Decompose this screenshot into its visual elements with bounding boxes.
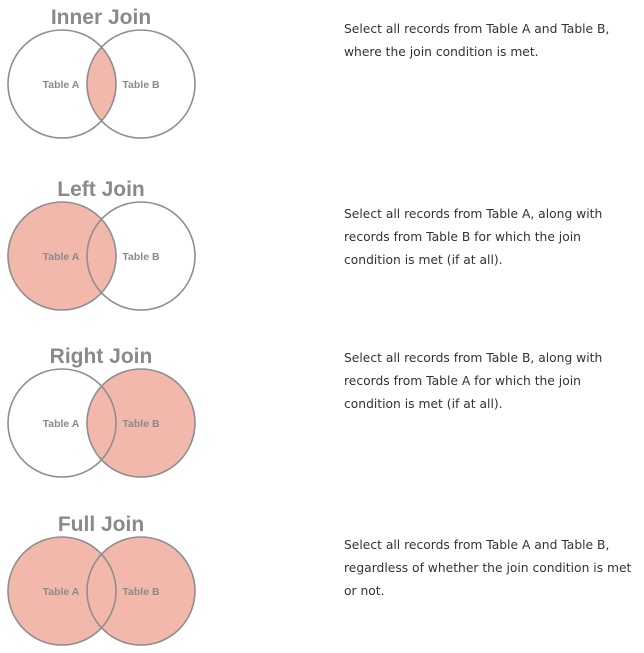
join-diagram-right-join: Right Join Table A Table B — [7, 345, 196, 478]
table-a-fill — [8, 537, 116, 645]
join-title: Inner Join — [51, 6, 151, 29]
table-a-label: Table A — [43, 79, 80, 91]
join-diagram-inner-join: Inner Join Table A Table B — [7, 6, 196, 139]
join-description: Select all records from Table A, along w… — [344, 207, 603, 267]
table-b-circle — [86, 368, 196, 478]
join-title: Right Join — [50, 345, 153, 368]
table-b-circle — [86, 201, 196, 311]
table-b-label: Table B — [122, 418, 160, 430]
table-b-fill — [87, 537, 195, 645]
table-a-circle — [7, 536, 117, 646]
join-diagram-left-join: Left Join Table A Table B — [7, 178, 196, 311]
table-a-label: Table A — [43, 586, 80, 598]
table-a-label: Table A — [43, 418, 80, 430]
join-title: Left Join — [57, 178, 145, 201]
table-b-label: Table B — [122, 586, 160, 598]
table-b-fill — [87, 369, 195, 477]
join-diagram-full-join: Full Join Table A Table B — [7, 513, 196, 646]
table-b-circle — [86, 29, 196, 139]
join-description: Select all records from Table A and Tabl… — [344, 22, 610, 59]
table-a-label: Table A — [43, 251, 80, 263]
join-description: Select all records from Table B, along w… — [344, 351, 603, 411]
table-b-circle — [86, 536, 196, 646]
table-b-label: Table B — [122, 79, 160, 91]
join-title: Full Join — [58, 513, 144, 536]
table-a-circle — [7, 29, 117, 139]
table-a-fill — [8, 202, 116, 310]
table-a-circle — [7, 368, 117, 478]
table-b-label: Table B — [122, 251, 160, 263]
table-a-circle — [7, 201, 117, 311]
join-description: Select all records from Table A and Tabl… — [344, 538, 632, 598]
